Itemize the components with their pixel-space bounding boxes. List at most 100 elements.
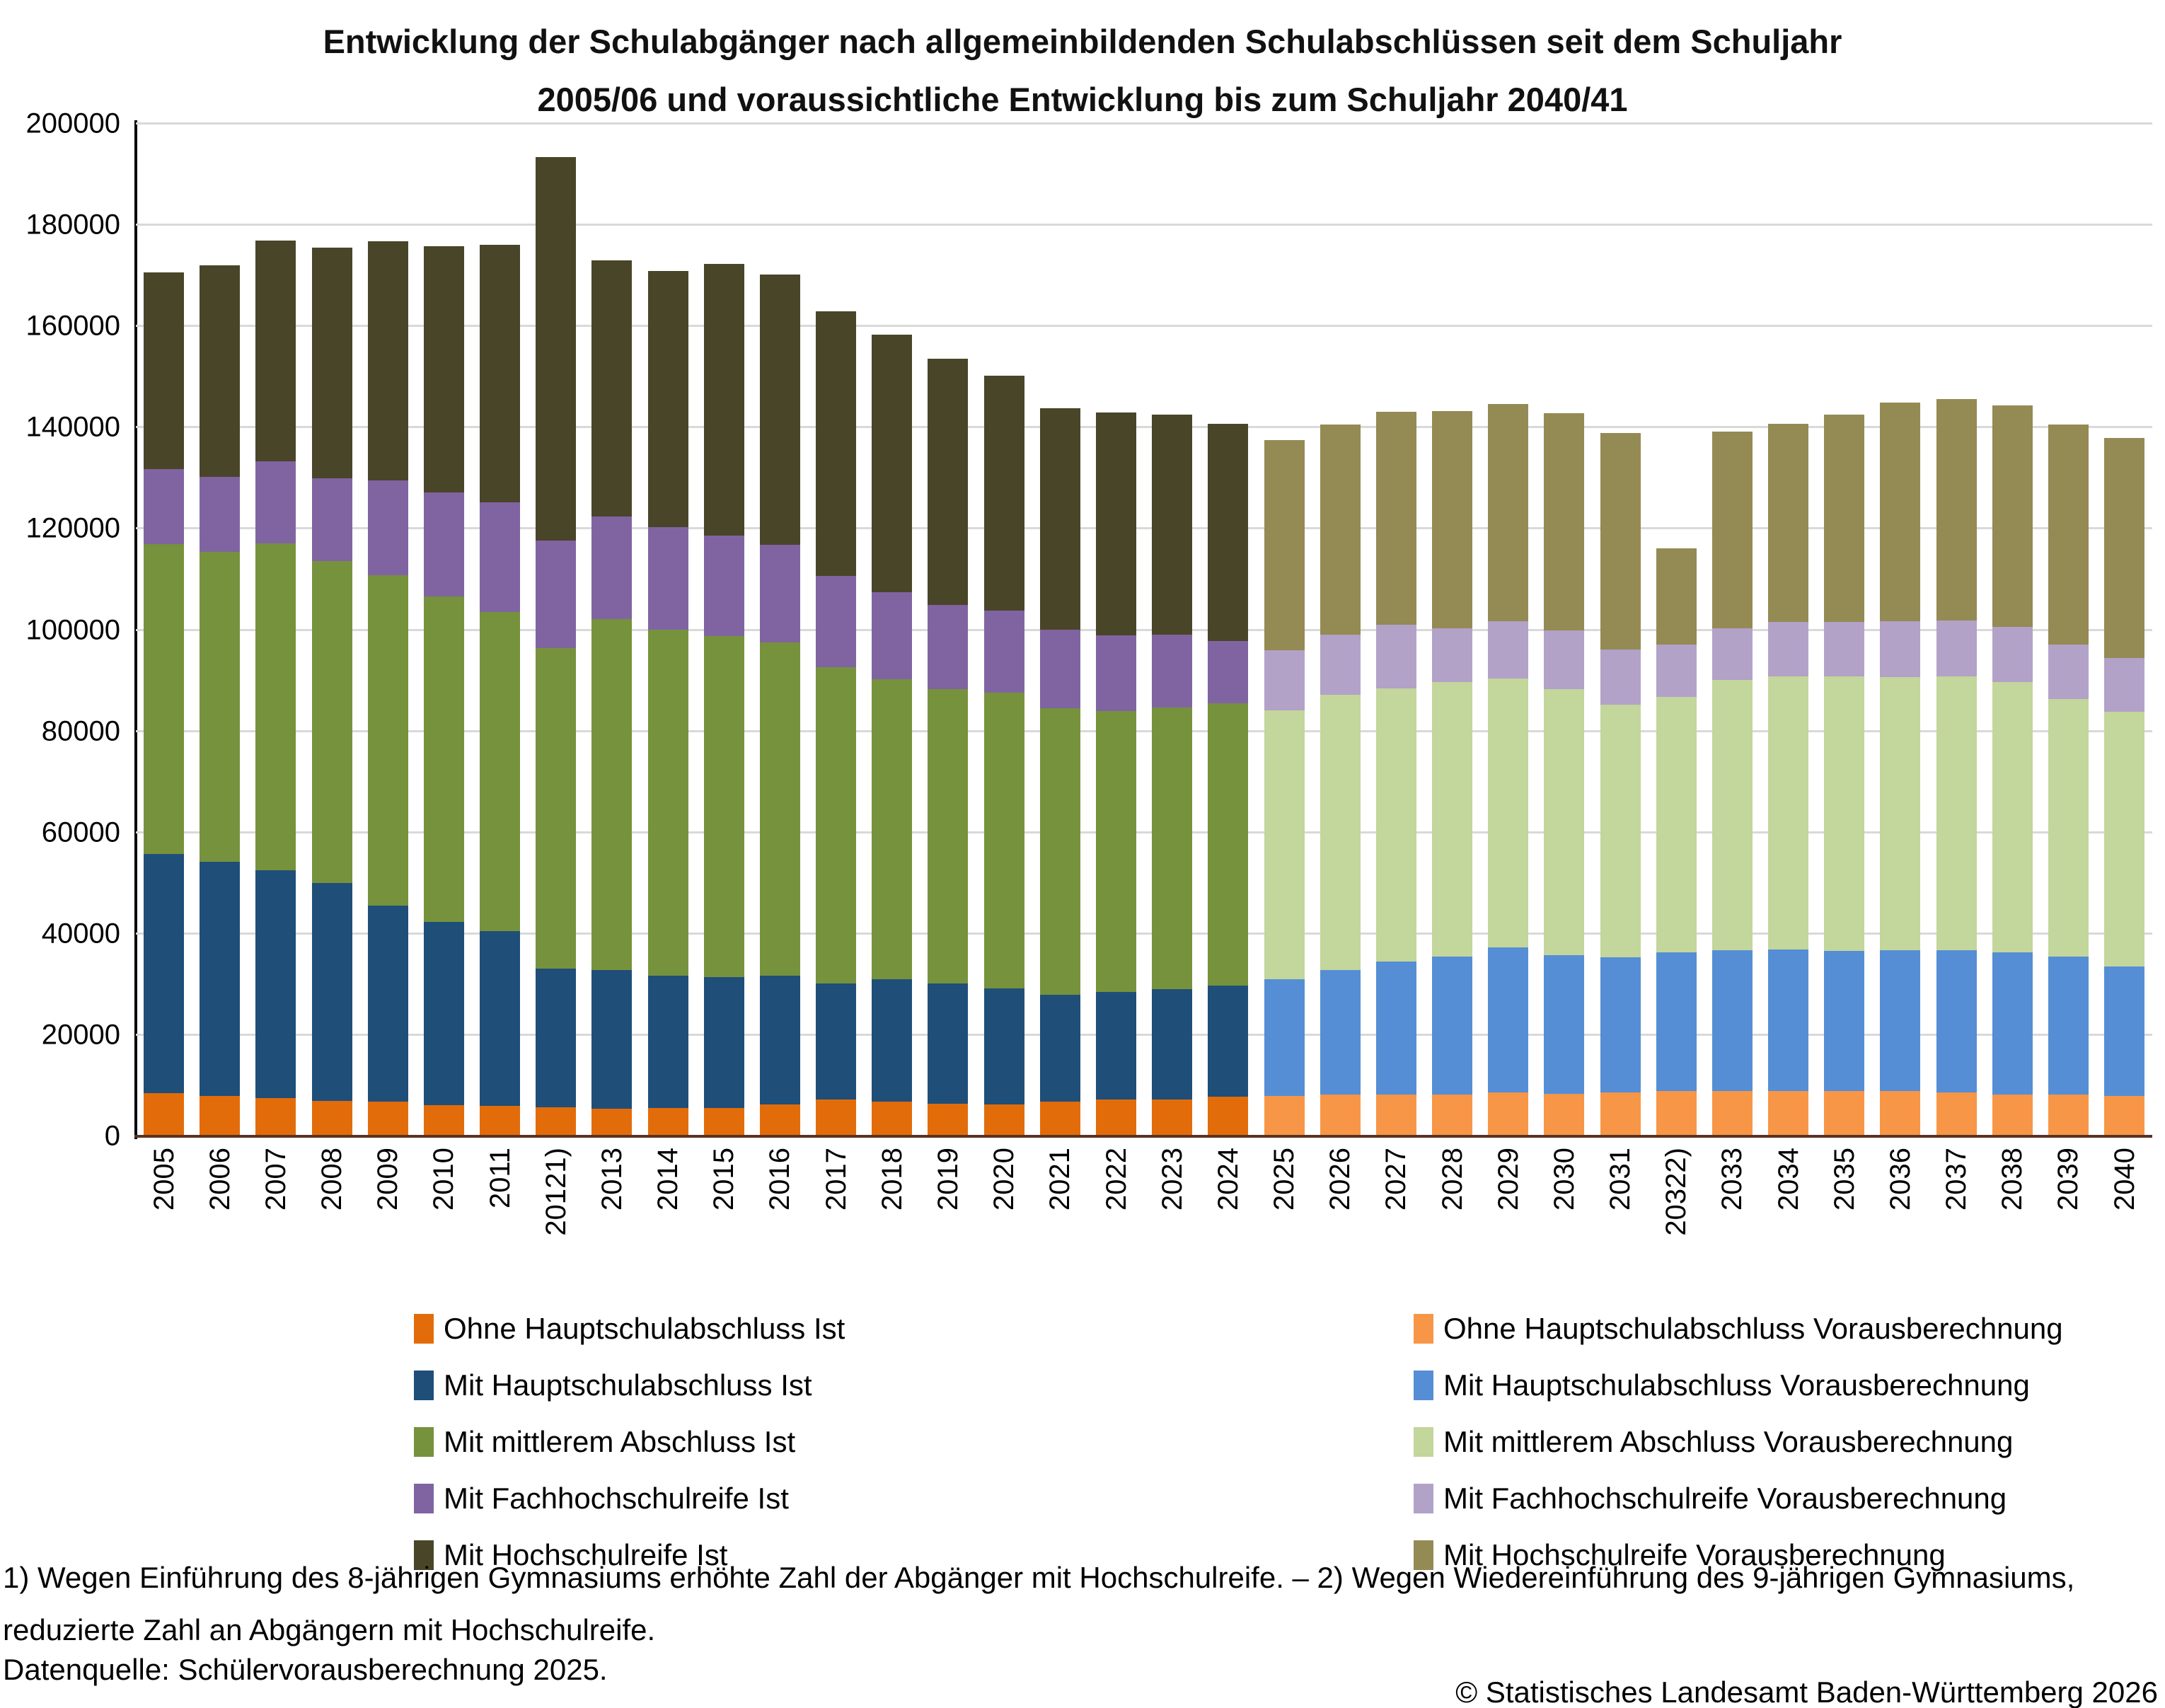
y-axis-tick-label: 140000 — [25, 411, 120, 443]
stacked-bar — [144, 272, 185, 1136]
bar-segment — [1656, 696, 1697, 953]
bar-segment — [647, 1107, 688, 1136]
bar-slot — [1480, 124, 1536, 1136]
stacked-bar — [1039, 408, 1080, 1136]
stacked-bar — [872, 335, 913, 1136]
footnote-1: 1) Wegen Einführung des 8-jährigen Gymna… — [3, 1561, 2075, 1594]
bar-segment — [1880, 402, 1921, 621]
bar-segment — [2048, 1094, 2089, 1136]
stacked-bar — [983, 376, 1024, 1136]
stacked-bar — [1320, 425, 1361, 1136]
bar-slot — [304, 124, 360, 1136]
bar-segment — [1039, 408, 1080, 630]
stacked-bar — [536, 156, 577, 1136]
stacked-bar — [1992, 405, 2033, 1136]
bar-segment — [1992, 405, 2033, 628]
legend-item: Ohne Hauptschulabschluss Ist — [414, 1312, 845, 1345]
bar-segment — [255, 543, 296, 870]
bar-segment — [1152, 1099, 1193, 1136]
bar-segment — [1320, 425, 1361, 635]
legend-item: Mit Hochschulreife Ist — [414, 1538, 845, 1571]
bar-segment — [1320, 970, 1361, 1095]
bar-segment — [703, 977, 744, 1108]
bar-segment — [1264, 1095, 1305, 1136]
bar-slot — [1368, 124, 1424, 1136]
x-axis-tick-label: 2005 — [148, 1148, 180, 1211]
bar-segment — [144, 469, 185, 544]
bar-segment — [1768, 676, 1809, 950]
legend-label: Mit Hauptschulabschluss Vorausberechnung — [1443, 1368, 2030, 1402]
legend-item: Ohne Hauptschulabschluss Vorausberechnun… — [1414, 1312, 2063, 1345]
bar-segment — [1432, 411, 1473, 628]
stacked-bar — [480, 245, 521, 1136]
bar-segment — [1600, 957, 1641, 1092]
bar-segment — [1432, 957, 1473, 1095]
x-axis-tick-label: 2031 — [1605, 1148, 1636, 1211]
bar-segment — [759, 642, 800, 976]
bar-segment — [1264, 979, 1305, 1096]
stacked-bar — [367, 241, 408, 1136]
legend-item: Mit mittlerem Abschluss Ist — [414, 1425, 845, 1458]
bar-segment — [311, 248, 352, 478]
stacked-bar — [928, 359, 969, 1136]
bar-segment — [1152, 988, 1193, 1100]
bar-segment — [2104, 1095, 2145, 1136]
bar-segment — [1544, 630, 1585, 690]
x-axis-tick-label: 2039 — [2053, 1148, 2084, 1211]
stacked-bar — [1936, 399, 1977, 1136]
bar-segment — [200, 476, 241, 552]
copyright: © Statistisches Landesamt Baden-Württemb… — [1455, 1675, 2158, 1708]
bar-slot — [864, 124, 920, 1136]
bar-segment — [759, 275, 800, 545]
bar-segment — [1488, 621, 1529, 679]
stacked-bar — [759, 275, 800, 1136]
bar-segment — [200, 1095, 241, 1136]
bar-segment — [1768, 1090, 1809, 1136]
bar-segment — [1375, 962, 1416, 1095]
stacked-bar — [1488, 404, 1529, 1136]
y-axis-tick-label: 100000 — [25, 614, 120, 645]
stacked-bar — [1375, 412, 1416, 1136]
x-axis-tick-label: 2040 — [2108, 1148, 2140, 1211]
bar-segment — [1936, 676, 1977, 951]
gridline — [136, 1033, 2152, 1036]
stacked-bar — [1768, 423, 1809, 1136]
bar-slot — [1256, 124, 1312, 1136]
bar-segment — [255, 241, 296, 462]
x-axis-tick-label: 2027 — [1380, 1148, 1412, 1211]
bar-segment — [1039, 708, 1080, 996]
x-axis-label-slot: 2026 — [1312, 1148, 1368, 1289]
bar-slot — [1536, 124, 1592, 1136]
bar-segment — [1824, 676, 1865, 952]
legend-label: Mit Hochschulreife Ist — [444, 1538, 728, 1571]
bar-segment — [1039, 1102, 1080, 1136]
bar-segment — [872, 679, 913, 979]
bar-segment — [1432, 682, 1473, 957]
bar-slot — [1424, 124, 1480, 1136]
x-axis-tick-label: 2013 — [596, 1148, 628, 1211]
y-axis-tick-label: 200000 — [25, 108, 120, 139]
x-axis-tick-label: 2026 — [1324, 1148, 1356, 1211]
bar-segment — [1039, 629, 1080, 709]
x-axis-tick-label: 2014 — [652, 1148, 684, 1211]
bar-segment — [928, 605, 969, 689]
gridline — [136, 932, 2152, 935]
legend-label: Mit Fachhochschulreife Vorausberechnung — [1443, 1482, 2007, 1515]
stacked-bar — [1264, 439, 1305, 1136]
gridline — [136, 831, 2152, 833]
bar-segment — [367, 480, 408, 576]
stacked-bar — [423, 246, 464, 1136]
legend-swatch-icon — [1414, 1314, 1433, 1344]
bar-segment — [255, 461, 296, 544]
bar-segment — [2048, 957, 2089, 1095]
bar-segment — [1432, 628, 1473, 683]
x-axis-tick-label: 2038 — [1997, 1148, 2028, 1211]
bar-segment — [983, 693, 1024, 989]
bar-segment — [1768, 423, 1809, 623]
bar-segment — [1544, 1093, 1585, 1136]
legend-column-ist: Ohne Hauptschulabschluss Ist Mit Hauptsc… — [414, 1312, 845, 1571]
legend-swatch-icon — [1414, 1484, 1433, 1513]
bar-segment — [1824, 622, 1865, 677]
x-axis-label-slot: 2005 — [136, 1148, 192, 1289]
bar-segment — [1544, 954, 1585, 1094]
